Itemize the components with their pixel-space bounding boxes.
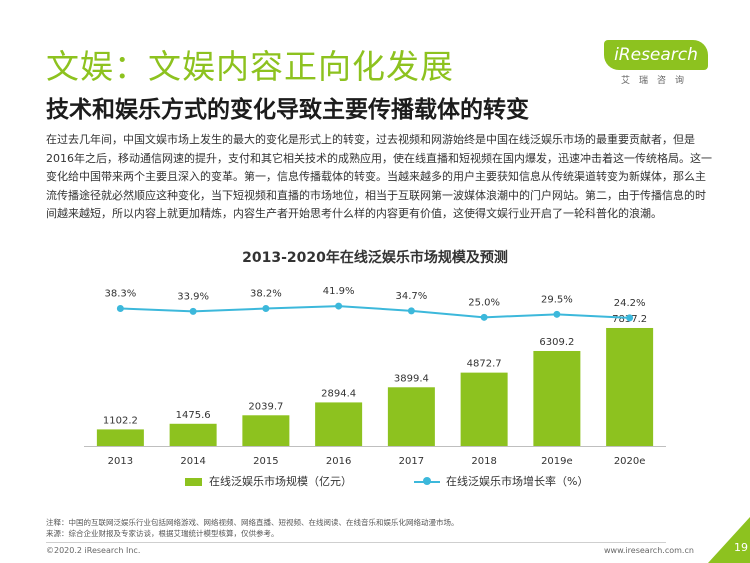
legend-label-growth-rate: 在线泛娱乐市场增长率（%） xyxy=(446,475,589,488)
x-tick-2016: 2016 xyxy=(326,456,351,467)
bar-label-2014: 1475.6 xyxy=(176,410,211,421)
bar-2014 xyxy=(169,423,217,446)
bar-2017 xyxy=(387,387,435,446)
bar-label-2019e: 6309.2 xyxy=(539,337,574,348)
bar-2020e xyxy=(606,327,654,446)
x-tick-2015: 2015 xyxy=(253,456,278,467)
growth-rate-line xyxy=(120,305,630,319)
iresearch-logo: iResearch 艾瑞咨询 xyxy=(604,40,710,86)
rate-label-2016: 41.9% xyxy=(323,286,355,297)
bar-label-2013: 1102.2 xyxy=(103,415,138,426)
legend-item-market-size: 在线泛娱乐市场规模（亿元） xyxy=(185,474,352,490)
copyright: ©2020.2 iResearch Inc. xyxy=(46,546,141,555)
footnotes: 注释：中国的互联网泛娱乐行业包括网络游戏、网络视频、网络直播、短视频、在线阅读、… xyxy=(46,517,459,539)
rate-point-2014 xyxy=(189,307,197,315)
footnote-source: 来源：综合企业财报及专家访谈，根据艾瑞统计模型核算，仅供参考。 xyxy=(46,529,279,538)
chart-title: 2013-2020年在线泛娱乐市场规模及预测 xyxy=(242,250,508,266)
rate-point-2020e xyxy=(626,314,634,322)
x-tick-2017: 2017 xyxy=(399,456,424,467)
legend-bar-swatch xyxy=(185,478,202,486)
x-tick-2014: 2014 xyxy=(180,456,205,467)
rate-label-2020e: 24.2% xyxy=(614,298,646,309)
bar-2019e xyxy=(533,350,581,446)
legend-dot-swatch xyxy=(423,477,431,485)
rate-label-2018: 25.0% xyxy=(468,297,500,308)
rate-label-2015: 38.2% xyxy=(250,289,282,300)
website-url: www.iresearch.com.cn xyxy=(604,546,694,555)
rate-point-2015 xyxy=(262,305,270,313)
chart-legend: 在线泛娱乐市场规模（亿元） 在线泛娱乐市场增长率（%） xyxy=(0,474,750,490)
rate-label-2019e: 29.5% xyxy=(541,294,573,305)
bar-label-2016: 2894.4 xyxy=(321,388,356,399)
x-tick-2018: 2018 xyxy=(471,456,496,467)
footer-divider xyxy=(46,542,666,543)
x-tick-2019e: 2019e xyxy=(541,456,573,467)
rate-label-2017: 34.7% xyxy=(395,291,427,302)
legend-item-growth-rate: 在线泛娱乐市场增长率（%） xyxy=(414,474,588,490)
market-size-chart: 1102.2 2013 1475.6 2014 2039.7 2015 2894.4 2016… xyxy=(84,286,666,467)
rate-label-2014: 33.9% xyxy=(177,291,209,302)
x-tick-2013: 2013 xyxy=(108,456,133,467)
bar-label-2017: 3899.4 xyxy=(394,373,429,384)
footnote-note: 注释：中国的互联网泛娱乐行业包括网络游戏、网络视频、网络直播、短视频、在线阅读、… xyxy=(46,518,459,527)
intro-paragraph: 在过去几年间，中国文娱市场上发生的最大的变化是形式上的转变，过去视频和网游始终是… xyxy=(46,133,712,220)
bar-2016 xyxy=(315,402,363,446)
x-tick-2020e: 2020e xyxy=(614,456,646,467)
legend-label-market-size: 在线泛娱乐市场规模（亿元） xyxy=(209,475,352,488)
bar-2015 xyxy=(242,415,290,446)
bar-2013 xyxy=(96,429,144,446)
logo-mark: iResearch xyxy=(604,40,708,70)
rate-point-2016 xyxy=(335,302,343,310)
rate-label-2013: 38.3% xyxy=(104,288,136,299)
rate-point-2019e xyxy=(553,310,561,318)
bar-label-2015: 2039.7 xyxy=(248,401,283,412)
bar-label-2018: 4872.7 xyxy=(467,359,502,370)
page-subtitle: 技术和娱乐方式的变化导致主要传播载体的转变 xyxy=(46,97,529,123)
logo-tagline: 艾瑞咨询 xyxy=(620,76,693,86)
page-number: 19 xyxy=(734,541,748,554)
page-corner-triangle xyxy=(708,517,750,563)
rate-point-2018 xyxy=(480,313,488,321)
rate-point-2013 xyxy=(116,304,124,312)
bar-2018 xyxy=(460,372,508,446)
rate-point-2017 xyxy=(407,307,415,315)
page-title: 文娱：文娱内容正向化发展 xyxy=(46,47,454,86)
